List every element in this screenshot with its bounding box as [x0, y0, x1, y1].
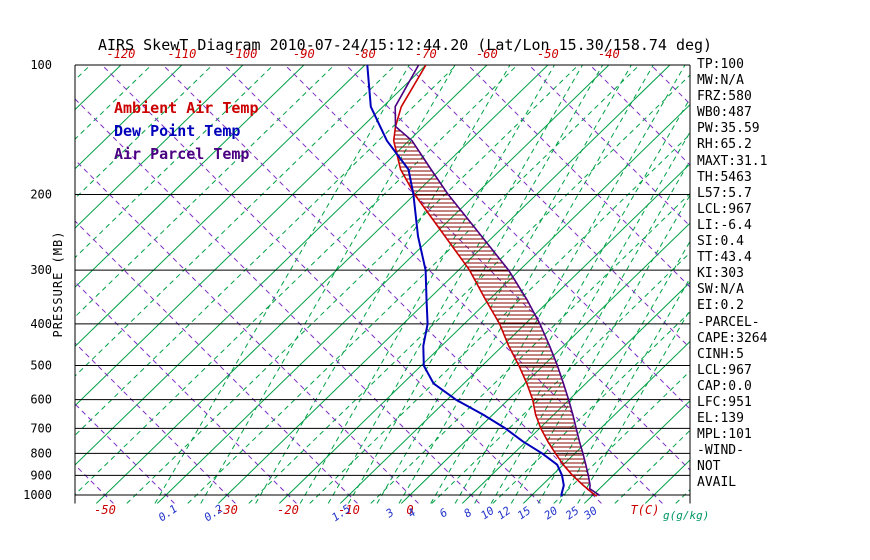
- pressure-tick-label: 900: [30, 468, 52, 482]
- stat-line: EI:0.2: [697, 298, 744, 314]
- stat-line: -PARCEL-: [697, 314, 760, 330]
- pressure-tick-label: 700: [30, 421, 52, 435]
- stat-line: RH:65.2: [697, 137, 752, 153]
- stat-line: LFC:951: [697, 394, 752, 410]
- top-temp-tick-label: -70: [415, 47, 437, 61]
- mixing-ratio-tick-label: 25: [563, 504, 581, 522]
- stats-panel: TP:100 MW:N/A FRZ:580 WB0:487 PW:35.59 RH:65.…: [697, 57, 767, 492]
- top-temp-tick-label: -120: [106, 47, 135, 61]
- bottom-temp-tick-label: -10: [338, 503, 360, 517]
- stat-line: PW:35.59: [697, 121, 760, 137]
- legend-item-ambient: Ambient Air Temp: [114, 99, 259, 117]
- mixing-ratio-axis-label: g(g/kg): [663, 509, 709, 522]
- stat-line: -WIND-: [697, 443, 744, 459]
- mixing-ratio-tick-label: 30: [581, 504, 600, 523]
- mixing-ratio-tick-label: 10: [478, 504, 497, 522]
- pressure-tick-label: 100: [30, 58, 52, 72]
- axis-labels: 1002003004005006007008009001000PRESSURE …: [23, 47, 709, 524]
- stat-line: LCL:967: [697, 362, 752, 378]
- pressure-tick-label: 300: [30, 263, 52, 277]
- stat-line: TH:5463: [697, 169, 752, 185]
- top-temp-tick-label: -110: [167, 47, 196, 61]
- mixing-ratio-tick-label: 20: [542, 504, 561, 522]
- stat-line: NOT: [697, 459, 721, 475]
- pressure-grid: [74, 64, 691, 504]
- pressure-tick-label: 500: [30, 359, 52, 373]
- legend-item-dewpoint: Dew Point Temp: [114, 122, 241, 140]
- stat-line: MAXT:31.1: [697, 153, 768, 169]
- ambient-curve: [392, 65, 598, 497]
- stat-line: CINH:5: [697, 346, 744, 362]
- stat-line: MPL:101: [697, 427, 752, 443]
- stat-line: WB0:487: [697, 105, 752, 121]
- top-temp-tick-label: -100: [228, 47, 257, 61]
- mixing-ratio-tick-label: 12: [495, 504, 514, 522]
- top-temp-tick-label: -80: [354, 47, 376, 61]
- stat-line: SW:N/A: [697, 282, 744, 298]
- stat-line: FRZ:580: [697, 89, 752, 105]
- pressure-axis-label: PRESSURE (MB): [51, 231, 65, 338]
- mixing-ratio-tick-label: 15: [515, 504, 533, 522]
- pressure-tick-label: 600: [30, 393, 52, 407]
- mixing-ratio-tick-label: 4: [405, 506, 418, 520]
- mixing-ratio-tick-label: 3: [383, 506, 397, 521]
- pressure-tick-label: 800: [30, 446, 52, 460]
- mixing-ratio-tick-label: 8: [462, 506, 475, 521]
- stat-line: CAPE:3264: [697, 330, 768, 346]
- dry-adiabat-grid: [75, 65, 690, 504]
- pressure-tick-label: 1000: [23, 488, 52, 502]
- stat-line: SI:0.4: [697, 234, 744, 250]
- mixing-ratio-grid: [154, 65, 690, 504]
- temp-axis-label: T(C): [631, 503, 660, 517]
- stat-line: LI:-6.4: [697, 217, 752, 233]
- pressure-tick-label: 200: [30, 187, 52, 201]
- mixing-ratio-tick-label: 6: [437, 506, 450, 521]
- stat-line: MW:N/A: [697, 73, 744, 89]
- legend-item-parcel: Air Parcel Temp: [114, 145, 250, 163]
- page-title: AIRS SkewT Diagram 2010-07-24/15:12:44.2…: [98, 36, 713, 54]
- legend: Ambient Air Temp Dew Point Temp Air Parc…: [114, 97, 259, 166]
- bottom-temp-tick-label: 0: [406, 503, 413, 517]
- stat-line: LCL:967: [697, 201, 752, 217]
- top-temp-tick-label: -50: [537, 47, 559, 61]
- parcel-curve: [394, 65, 601, 497]
- top-temp-tick-label: -90: [293, 47, 315, 61]
- bottom-temp-tick-label: -20: [277, 503, 299, 517]
- stat-line: AVAIL: [697, 475, 737, 491]
- pressure-tick-label: 400: [30, 317, 52, 331]
- bottom-temp-tick-label: -50: [94, 503, 116, 517]
- stat-line: KI:303: [697, 266, 744, 282]
- cape-hatch: [393, 130, 590, 484]
- stat-line: EL:139: [697, 411, 744, 427]
- stat-line: CAP:0.0: [697, 378, 752, 394]
- stat-line: TP:100: [697, 57, 744, 72]
- bottom-temp-tick-label: -30: [216, 503, 238, 517]
- top-temp-tick-label: -60: [476, 47, 498, 61]
- mixing-ratio-tick-label: 0.1: [156, 502, 180, 524]
- top-temp-tick-label: -40: [598, 47, 620, 61]
- stat-line: TT:43.4: [697, 250, 752, 266]
- dewpoint-curve: [366, 65, 565, 497]
- stat-line: L57:5.7: [697, 185, 752, 201]
